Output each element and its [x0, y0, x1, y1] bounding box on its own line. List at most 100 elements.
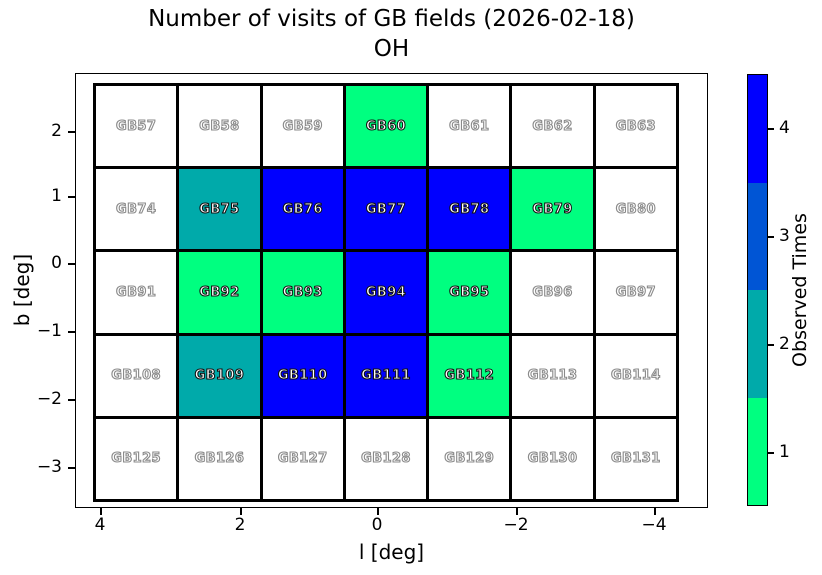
y-tick-label: 2 — [51, 121, 62, 141]
field-cell-gb77: GB77 — [345, 169, 427, 250]
field-label: GB127 — [277, 451, 328, 467]
field-label: GB110 — [277, 368, 328, 384]
x-tick-mark — [240, 508, 242, 515]
field-cell-gb130: GB130 — [512, 418, 593, 499]
field-cell-gb92: GB92 — [179, 252, 260, 333]
field-label: GB75 — [199, 201, 240, 217]
field-cell-gb126: GB126 — [179, 418, 260, 499]
field-label: GB113 — [527, 368, 578, 384]
field-cell-gb111: GB111 — [345, 335, 427, 416]
colorbar-segment-4 — [748, 75, 767, 183]
field-label: GB130 — [527, 451, 578, 467]
field-label: GB126 — [194, 451, 245, 467]
x-tick-label: 4 — [94, 515, 106, 535]
field-label: GB94 — [365, 284, 407, 300]
field-cell-gb93: GB93 — [262, 252, 343, 333]
field-label: GB95 — [449, 284, 490, 300]
y-tick-mark — [68, 131, 75, 133]
colorbar-tick-mark — [768, 452, 774, 454]
field-cell-gb97: GB97 — [595, 252, 676, 333]
colorbar-segment-3 — [748, 182, 767, 290]
field-label: GB114 — [610, 368, 661, 384]
y-tick-label: 1 — [51, 186, 62, 206]
field-cell-gb114: GB114 — [595, 335, 676, 416]
field-cell-gb80: GB80 — [595, 169, 676, 250]
x-tick-label: −4 — [641, 515, 667, 535]
colorbar — [747, 74, 768, 506]
y-tick-label: −3 — [36, 457, 62, 477]
field-cell-gb129: GB129 — [429, 418, 510, 499]
x-tick-label: 2 — [234, 515, 246, 535]
x-tick-mark — [516, 508, 518, 515]
field-label: GB91 — [115, 284, 157, 300]
field-label: GB58 — [199, 118, 240, 134]
field-cell-gb108: GB108 — [96, 335, 177, 416]
colorbar-tick-mark — [768, 236, 774, 238]
x-axis-label: l [deg] — [358, 540, 425, 564]
y-tick-mark — [68, 263, 75, 265]
field-cell-gb91: GB91 — [96, 252, 177, 333]
field-label: GB128 — [361, 451, 411, 467]
colorbar-label: Observed Times — [789, 213, 811, 367]
field-cell-gb95: GB95 — [429, 252, 510, 333]
field-cell-gb113: GB113 — [512, 335, 593, 416]
field-label: GB63 — [615, 118, 656, 134]
field-label: GB62 — [532, 118, 573, 134]
chart-title-line1: Number of visits of GB fields (2026-02-1… — [148, 6, 635, 32]
x-tick-label: 0 — [371, 515, 383, 535]
field-label: GB92 — [199, 284, 240, 300]
field-cell-gb131: GB131 — [595, 418, 676, 499]
field-cell-gb125: GB125 — [96, 418, 177, 499]
y-tick-mark — [68, 331, 75, 333]
field-label: GB111 — [361, 368, 411, 384]
colorbar-segment-2 — [748, 290, 767, 398]
chart-title-line2: OH — [373, 35, 410, 62]
field-cell-gb127: GB127 — [262, 418, 343, 499]
field-label: GB97 — [615, 284, 656, 300]
field-label: GB77 — [365, 201, 407, 217]
y-tick-label: 0 — [51, 253, 62, 273]
x-tick-label: −2 — [503, 515, 529, 535]
field-cell-gb75: GB75 — [179, 169, 260, 250]
field-cell-gb62: GB62 — [512, 86, 593, 167]
field-cell-gb109: GB109 — [179, 335, 260, 416]
field-label: GB109 — [194, 368, 245, 384]
y-tick-mark — [68, 196, 75, 198]
field-label: GB57 — [115, 118, 157, 134]
field-label: GB76 — [282, 201, 323, 217]
field-cell-gb74: GB74 — [96, 169, 177, 250]
field-cell-gb60: GB60 — [345, 86, 427, 167]
field-cell-gb61: GB61 — [429, 86, 510, 167]
field-label: GB61 — [449, 118, 490, 134]
field-cell-gb57: GB57 — [96, 86, 177, 167]
y-tick-label: −2 — [36, 389, 62, 409]
y-tick-mark — [68, 467, 75, 469]
field-label: GB96 — [532, 284, 573, 300]
field-label: GB125 — [111, 451, 161, 467]
field-label: GB93 — [282, 284, 323, 300]
plot-area: GB57 GB58 GB59 GB60 GB61 GB62 GB63 GB74 GB75 GB76… — [75, 73, 708, 508]
field-cell-gb78: GB78 — [429, 169, 510, 250]
colorbar-tick-mark — [768, 128, 774, 130]
x-tick-mark — [654, 508, 656, 515]
colorbar-tick-mark — [768, 344, 774, 346]
field-cell-gb110: GB110 — [262, 335, 343, 416]
field-cell-gb96: GB96 — [512, 252, 593, 333]
y-tick-label: −1 — [36, 321, 62, 341]
field-cell-gb94: GB94 — [345, 252, 427, 333]
field-cell-gb58: GB58 — [179, 86, 260, 167]
x-tick-mark — [377, 508, 379, 515]
field-label: GB80 — [615, 201, 656, 217]
field-label: GB60 — [365, 118, 407, 134]
field-label: GB79 — [532, 201, 573, 217]
y-tick-mark — [68, 399, 75, 401]
colorbar-segment-1 — [748, 397, 767, 505]
field-label: GB131 — [610, 451, 661, 467]
field-cell-gb63: GB63 — [595, 86, 676, 167]
field-label: GB112 — [444, 368, 495, 384]
colorbar-tick-label: 1 — [779, 442, 790, 462]
field-cell-gb128: GB128 — [345, 418, 427, 499]
colorbar-tick-label: 2 — [779, 334, 790, 354]
colorbar-tick-label: 3 — [779, 226, 790, 246]
